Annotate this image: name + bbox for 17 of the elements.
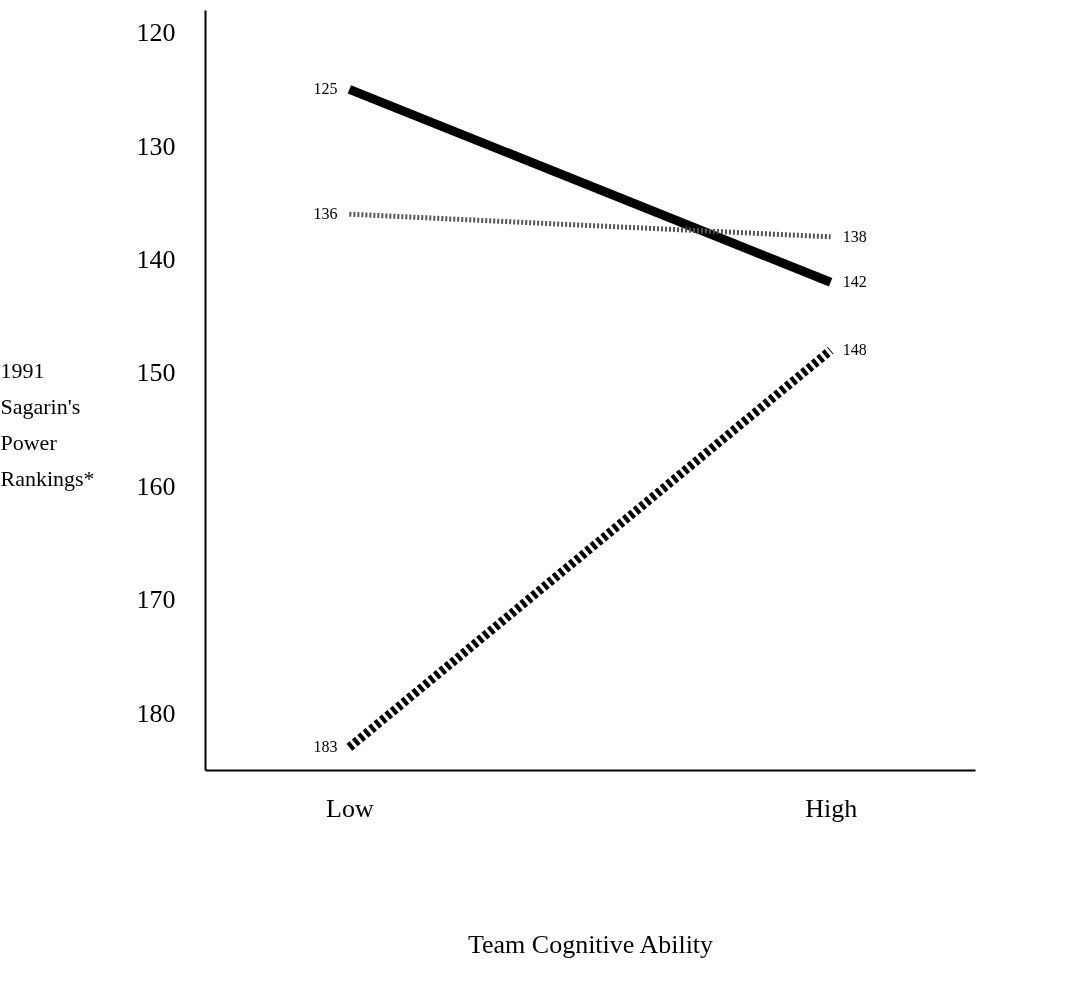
data-label: 138 (842, 227, 867, 245)
y-tick-label: 130 (136, 131, 176, 161)
data-label: 136 (313, 205, 338, 223)
x-tick-label: High (805, 793, 858, 823)
y-tick-label: 140 (136, 245, 176, 275)
data-label: 125 (313, 80, 338, 98)
x-axis-title: Team Cognitive Ability (467, 929, 714, 959)
y-tick-label: 150 (136, 358, 176, 388)
y-tick-label: 180 (136, 698, 176, 728)
y-tick-label: 160 (136, 471, 176, 501)
x-tick-label: Low (326, 793, 374, 823)
data-label: 148 (842, 341, 867, 359)
y-tick-label: 170 (136, 585, 176, 615)
data-label: 142 (842, 273, 867, 291)
y-axis-title: 1991 Sagarin's Power Rankings* (0, 357, 95, 491)
data-label: 183 (313, 738, 338, 756)
y-tick-label: 120 (136, 18, 176, 48)
